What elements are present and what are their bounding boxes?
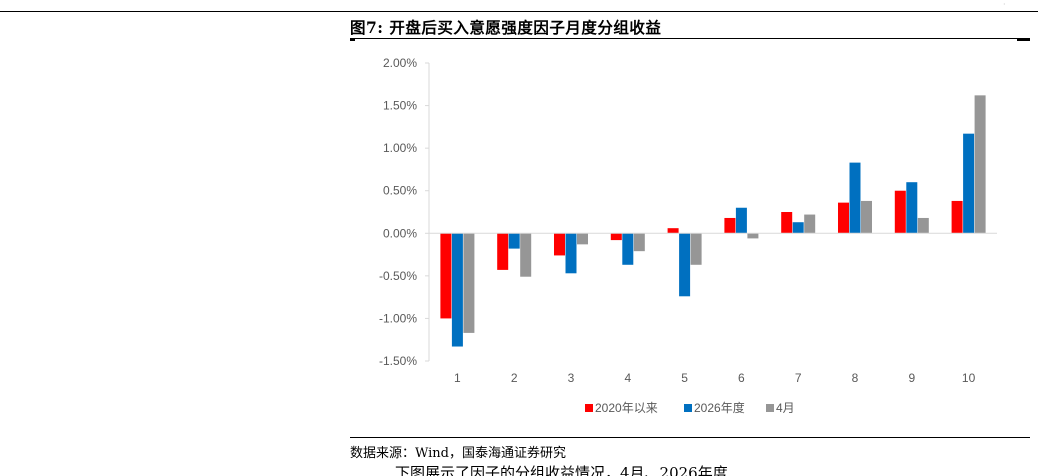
- x-tick-label: 3: [568, 371, 575, 385]
- legend-swatch: [766, 404, 774, 412]
- source-note: 数据来源：Wind，国泰海通证券研究: [350, 446, 566, 461]
- bar: [963, 133, 975, 234]
- x-axis: 1 2 3 4 5 6 7 8 9 10: [429, 232, 997, 385]
- source-rule: [350, 437, 1030, 438]
- y-tick-label: 0.50%: [383, 184, 417, 198]
- bar: [577, 233, 588, 245]
- bar: [667, 228, 679, 234]
- x-tick-label: 5: [681, 371, 688, 385]
- legend-label: 4月: [776, 401, 795, 415]
- figure-title: 图7: 开盘后买入意愿强度因子月度分组收益: [350, 18, 662, 37]
- y-tick-label: -0.50%: [379, 269, 417, 283]
- bar: [861, 200, 872, 234]
- legend-swatch: [585, 404, 593, 412]
- bar: [622, 233, 634, 265]
- bar: [781, 212, 793, 234]
- bar: [610, 233, 622, 241]
- y-tick-label: -1.00%: [379, 311, 417, 325]
- legend-label: 2026年度: [694, 400, 745, 415]
- bar: [747, 233, 759, 239]
- x-tick-label: 2: [511, 371, 518, 385]
- bar: [497, 233, 509, 270]
- title-rule-marker-right: [1017, 38, 1030, 41]
- bar: [463, 233, 475, 333]
- y-tick-label: 0.00%: [383, 226, 417, 240]
- bar: [951, 200, 963, 234]
- bar: [735, 207, 747, 234]
- bar: [894, 190, 906, 234]
- x-tick-label: 6: [738, 371, 745, 385]
- title-rule: [350, 38, 1030, 39]
- bar: [633, 233, 645, 252]
- bar: [838, 202, 849, 234]
- bar: [508, 233, 520, 249]
- x-tick-label: 10: [962, 371, 976, 385]
- bar: [679, 233, 691, 297]
- legend: 2020年以来 2026年度 4月: [585, 400, 795, 415]
- bar: [520, 233, 532, 277]
- bar: [554, 233, 565, 256]
- header-rule: [0, 11, 1038, 12]
- bar: [906, 182, 918, 234]
- y-tick-label: 2.00%: [383, 56, 417, 70]
- x-tick-label: 7: [795, 371, 802, 385]
- bar: [440, 233, 452, 319]
- corner-mark: ·: [1003, 0, 1006, 9]
- bar: [974, 95, 986, 234]
- bar: [804, 214, 816, 234]
- x-tick-label: 8: [852, 371, 859, 385]
- bar-chart: -1.50% -1.00% -0.50% 0.00% 0.50% 1.00% 1.50% 2.…: [379, 56, 997, 415]
- y-tick-label: 1.50%: [383, 99, 417, 113]
- legend-swatch: [684, 404, 692, 412]
- x-tick-label: 1: [454, 371, 461, 385]
- bar: [792, 222, 804, 234]
- legend-label: 2020年以来: [595, 401, 658, 415]
- bar: [849, 162, 861, 234]
- y-axis: -1.50% -1.00% -0.50% 0.00% 0.50% 1.00% 1.50% 2.…: [379, 56, 430, 368]
- bar: [690, 233, 702, 265]
- body-text-line: 下图展示了因子的分组收益情况，4月、2026年度: [395, 464, 728, 476]
- bar: [451, 233, 463, 347]
- body-text-clipped: 下图展示了因子的分组收益情况，4月、2026年度: [395, 463, 1027, 476]
- bar: [724, 217, 736, 234]
- bar-group: [440, 95, 986, 347]
- x-tick-label: 4: [624, 371, 631, 385]
- x-tick-label: 9: [908, 371, 915, 385]
- bar: [917, 217, 929, 234]
- bar: [565, 233, 577, 274]
- title-rule-marker-left: [350, 38, 355, 41]
- y-tick-label: 1.00%: [383, 141, 417, 155]
- y-tick-label: -1.50%: [379, 354, 417, 368]
